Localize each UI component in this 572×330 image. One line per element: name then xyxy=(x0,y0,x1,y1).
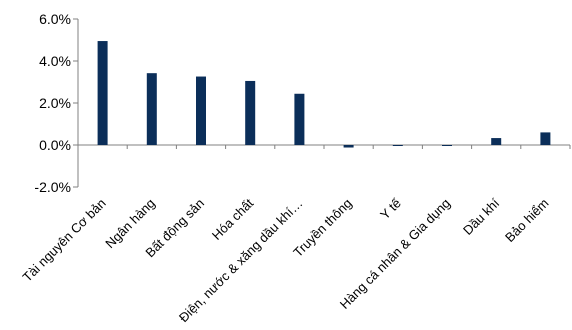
bar xyxy=(540,132,551,145)
bar xyxy=(146,73,157,145)
bar xyxy=(245,80,256,145)
y-tick-label: 2.0% xyxy=(39,95,71,111)
y-tick-label: 0.0% xyxy=(39,137,71,153)
x-tick-label: Hóa chất xyxy=(209,195,257,243)
bar xyxy=(294,93,305,145)
y-tick-label: 6.0% xyxy=(39,11,71,27)
x-tick-label: Dầu khí xyxy=(460,195,503,238)
x-tick-label: Tài nguyên Cơ bản xyxy=(20,196,109,285)
y-tick-label: 4.0% xyxy=(39,53,71,69)
bar xyxy=(97,41,108,145)
bar xyxy=(343,145,354,148)
bars xyxy=(97,41,551,148)
y-tick-label: -2.0% xyxy=(34,179,71,195)
x-tick-label: Y tế xyxy=(377,195,404,222)
y-tick-labels: 6.0% 4.0% 2.0% 0.0% -2.0% xyxy=(34,11,71,195)
axes xyxy=(73,18,571,188)
x-tick-label: Bảo hiểm xyxy=(502,196,551,245)
bar xyxy=(392,145,403,146)
bar xyxy=(442,145,452,146)
bar xyxy=(196,76,206,145)
bar xyxy=(491,138,502,145)
